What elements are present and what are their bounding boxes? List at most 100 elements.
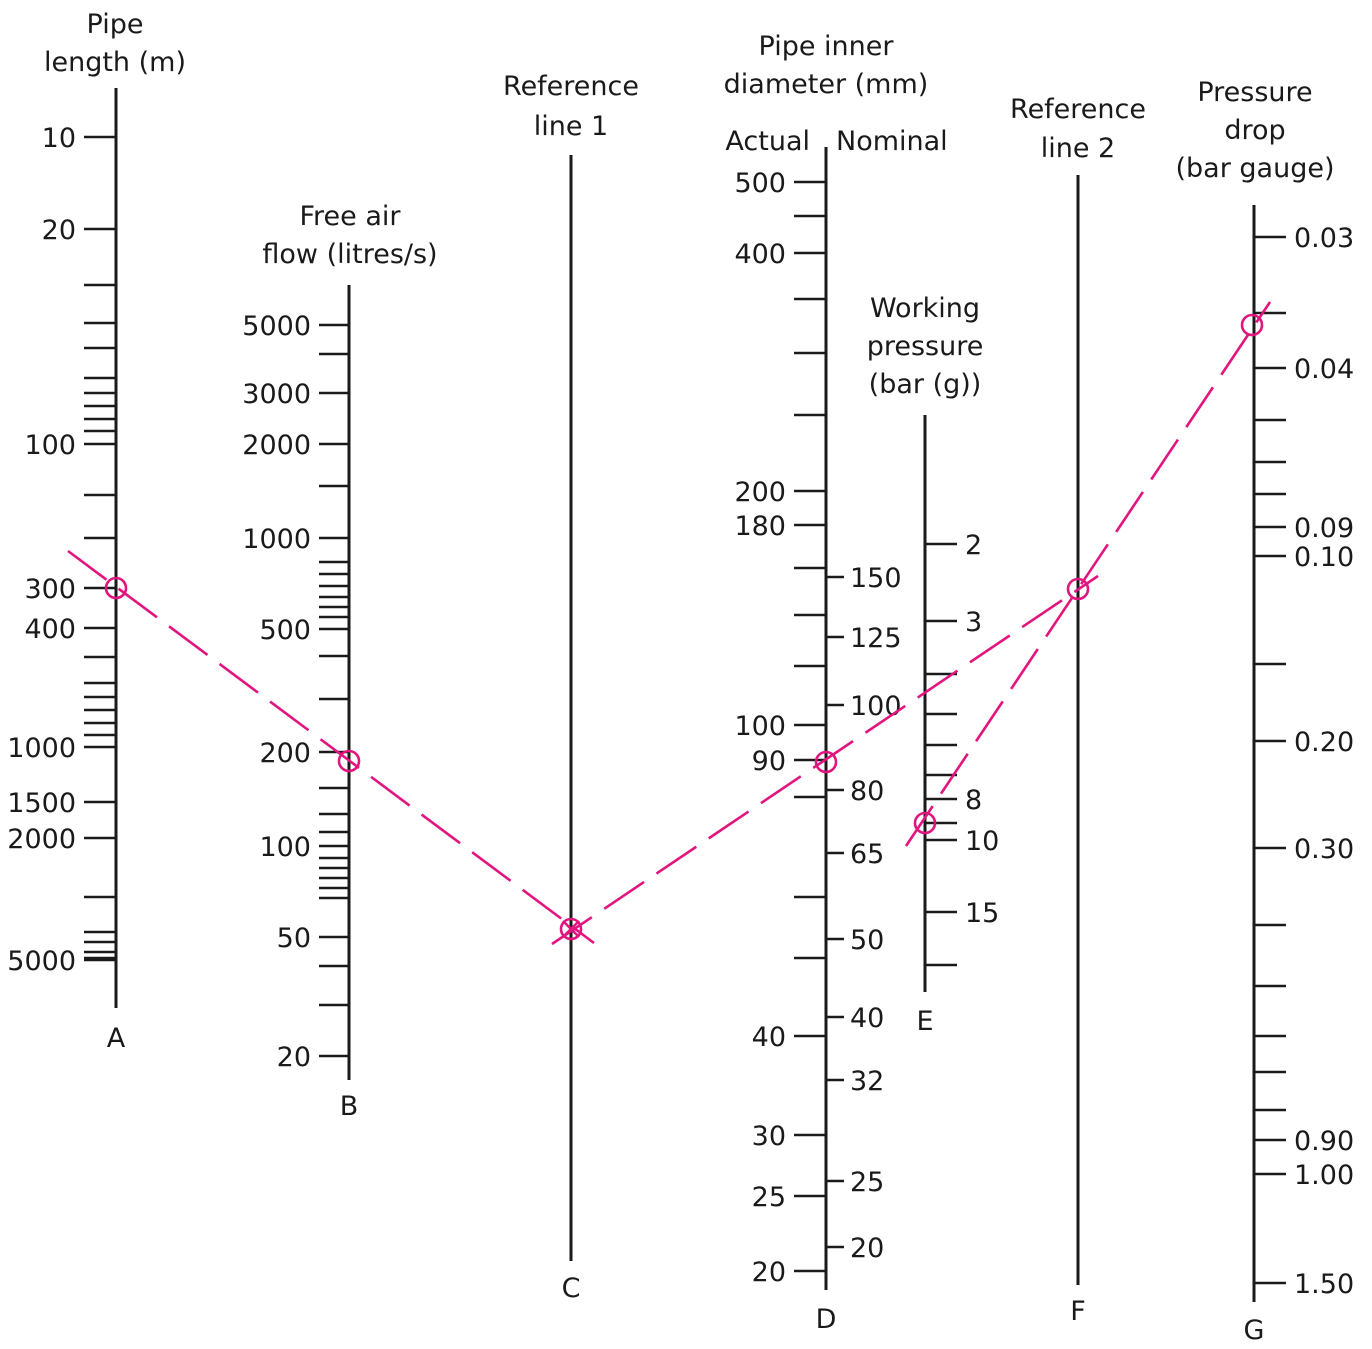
scale-a-tick-label: 10 [42,123,76,154]
scale-e-tick-label: 2 [965,530,982,561]
scale-d-tick-label: 90 [752,746,786,777]
scale-e-tick-label: 3 [965,607,982,638]
scale-g-tick-label: 0.04 [1294,354,1354,385]
scale-g-tick-label: 0.03 [1294,223,1354,254]
scale-g-tick-label: 0.09 [1294,513,1354,544]
scale-letter-c: C [562,1273,581,1304]
marker-point-f [1066,577,1090,601]
scale-d-tick-label: 20 [752,1257,786,1288]
scale-a-tick-label: 2000 [7,824,76,855]
scale-a-tick-label: 20 [42,215,76,246]
intersection-markers [104,313,1264,941]
scale-d-nominal-tick-label: 125 [850,623,902,654]
scale-d-tick-label: 25 [752,1182,786,1213]
scale-b-tick-label: 5000 [242,311,311,342]
scale-a-tick-label: 1000 [7,733,76,764]
scale-g-ticks: 0.03 0.04 0.090.10 0.20 0.30 0.901.00 1.50 [1254,223,1354,1300]
svg-text:Reference: Reference [503,71,639,102]
scale-b-tick-label: 200 [259,738,311,769]
scale-d-nominal-tick-label: 100 [850,691,902,722]
scale-a-tick-label: 1500 [7,788,76,819]
scale-g-tick-label: 0.20 [1294,727,1354,758]
scale-d-tick-label: 180 [734,511,786,542]
svg-text:line 1: line 1 [534,111,609,142]
construction-line-e-to-g [904,301,1272,847]
scale-b-tick-label: 20 [277,1042,311,1073]
svg-text:flow (litres/s): flow (litres/s) [262,239,437,270]
actual-heading: Actual [725,126,810,157]
scale-g-tick-label: 0.30 [1294,834,1354,865]
svg-text:Free air: Free air [299,201,401,232]
scale-g-tick-label: 1.00 [1294,1160,1354,1191]
scale-letter-g: G [1244,1315,1265,1346]
scale-e-tick-label: 15 [965,898,999,929]
scale-e-tick-label: 8 [965,785,982,816]
scale-e-ticks: 2 3 8 10 15 [925,530,999,967]
svg-text:Reference: Reference [1010,94,1146,125]
title-reference-line-1: Reference line 1 [503,71,639,142]
nominal-heading: Nominal [836,126,948,157]
svg-text:Working: Working [870,293,980,324]
scale-d-nominal-tick-label: 65 [850,839,884,870]
scale-d-nominal-tick-label: 40 [850,1003,884,1034]
construction-line-c-to-f [551,574,1099,946]
scale-d-tick-label: 30 [752,1121,786,1152]
scale-d-tick-label: 400 [734,239,786,270]
scale-d-nominal-tick-label: 32 [850,1066,884,1097]
scale-b-ticks: 5000 3000 2000 1000 500 200 100 50 20 [242,311,349,1073]
marker-point-a [104,576,128,600]
scale-letter-e: E [916,1006,933,1037]
scale-a-tick-label: 400 [24,614,76,645]
svg-text:(bar gauge): (bar gauge) [1176,153,1335,184]
scale-b-tick-label: 2000 [242,430,311,461]
marker-point-d [814,750,838,774]
marker-point-c [559,917,583,941]
title-pressure-drop: Pressure drop (bar gauge) [1176,77,1335,184]
title-pipe-inner-diameter: Pipe inner diameter (mm) Actual Nominal [724,31,948,157]
title-working-pressure: Working pressure (bar (g)) [867,293,984,400]
marker-point-e [913,811,937,835]
scale-g-tick-label: 1.50 [1294,1269,1354,1300]
svg-text:diameter (mm): diameter (mm) [724,69,929,100]
marker-point-b [337,749,361,773]
svg-text:(bar (g)): (bar (g)) [869,369,982,400]
scale-a-ticks: 10 20 100 300 400 1000 1500 2000 5000 [7,123,116,977]
scale-b-tick-label: 3000 [242,379,311,410]
scale-e-tick-label: 10 [965,826,999,857]
scale-d-tick-label: 500 [734,168,786,199]
scale-letter-f: F [1070,1296,1086,1327]
title-pipe-length: Pipe length (m) [44,9,186,78]
scale-a-tick-label: 300 [24,574,76,605]
svg-text:line 2: line 2 [1041,133,1116,164]
scale-d-nominal-tick-label: 20 [850,1233,884,1264]
svg-text:Pipe inner: Pipe inner [759,31,895,62]
svg-text:drop: drop [1224,115,1285,146]
marker-point-g [1240,313,1264,337]
scale-letter-a: A [107,1023,126,1054]
scale-d-nominal-tick-label: 80 [850,776,884,807]
scale-g-tick-label: 0.10 [1294,542,1354,573]
scale-d-tick-label: 100 [734,711,786,742]
scale-b-tick-label: 100 [259,832,311,863]
scale-d-tick-label: 200 [734,477,786,508]
title-free-air-flow: Free air flow (litres/s) [262,201,437,270]
scale-a-tick-label: 100 [24,430,76,461]
construction-lines [67,301,1272,946]
svg-text:length (m): length (m) [44,47,186,78]
title-reference-line-2: Reference line 2 [1010,94,1146,164]
svg-text:Pressure: Pressure [1197,77,1312,108]
scale-b-tick-label: 1000 [242,524,311,555]
scale-d-nominal-tick-label: 25 [850,1167,884,1198]
scale-d-tick-label: 40 [752,1022,786,1053]
scale-b-tick-label: 50 [277,923,311,954]
scale-g-tick-label: 0.90 [1294,1126,1354,1157]
scale-a-tick-label: 5000 [7,946,76,977]
svg-text:Pipe: Pipe [87,9,144,40]
svg-text:pressure: pressure [867,331,984,362]
scale-letter-d: D [816,1304,837,1335]
scale-b-tick-label: 500 [259,615,311,646]
scale-d-nominal-tick-label: 50 [850,925,884,956]
construction-line-a-to-c [67,549,595,945]
